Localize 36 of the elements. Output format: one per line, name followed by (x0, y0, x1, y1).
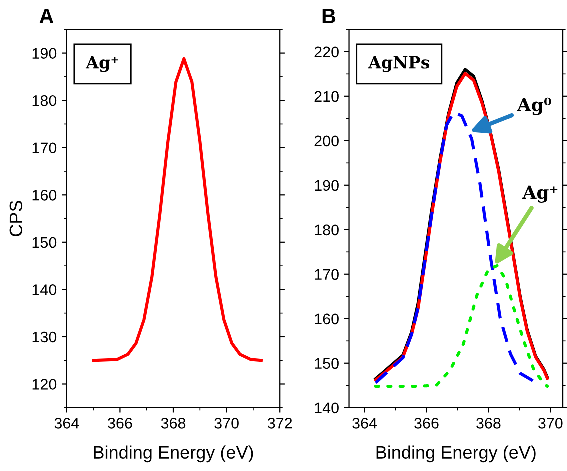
line-series (374, 264, 550, 388)
y-tick-label: 140 (315, 402, 339, 414)
y-tick-label: 130 (32, 332, 57, 343)
y-tick-label: 120 (32, 379, 57, 390)
y-tick-label: 150 (32, 237, 57, 248)
y-tick-label: 190 (32, 48, 57, 59)
x-tick-label: 368 (476, 418, 501, 429)
annotation: Ag⁺ (522, 186, 558, 203)
y-tick-label: 180 (32, 95, 57, 106)
x-tick-label: 370 (214, 418, 239, 429)
y-tick-label: 200 (314, 136, 339, 147)
y-tick-label: 160 (315, 314, 339, 325)
x-tick-label: 368 (161, 418, 186, 429)
y-tick-label: 170 (315, 269, 339, 280)
x-axis-title: Binding Energy (eV) (376, 446, 536, 463)
y-tick-label: 190 (315, 180, 339, 192)
annotation: Ag⁰ (517, 98, 552, 116)
annotation: Ag⁺ (86, 56, 118, 72)
x-tick-label: 366 (414, 418, 439, 429)
y-tick-label: 150 (315, 358, 339, 370)
y-tick-label: 210 (314, 91, 339, 102)
chart-title: B (322, 9, 336, 24)
x-tick-label: 370 (538, 418, 563, 429)
x-axis-title: Binding Energy (eV) (94, 446, 254, 463)
chart-title: A (40, 9, 54, 24)
y-tick-label: 180 (315, 224, 339, 236)
y-tick-label: 160 (32, 190, 57, 201)
annotation: AgNPs (368, 56, 430, 72)
x-tick-label: 364 (352, 418, 378, 429)
y-tick-label: 220 (314, 46, 339, 58)
x-tick-label: 364 (54, 418, 80, 429)
x-tick-label: 372 (268, 418, 292, 429)
y-tick-label: 140 (32, 284, 57, 296)
y-tick-label: 170 (32, 142, 57, 154)
x-tick-label: 366 (108, 418, 132, 429)
y-axis-title: CPS (10, 201, 23, 236)
